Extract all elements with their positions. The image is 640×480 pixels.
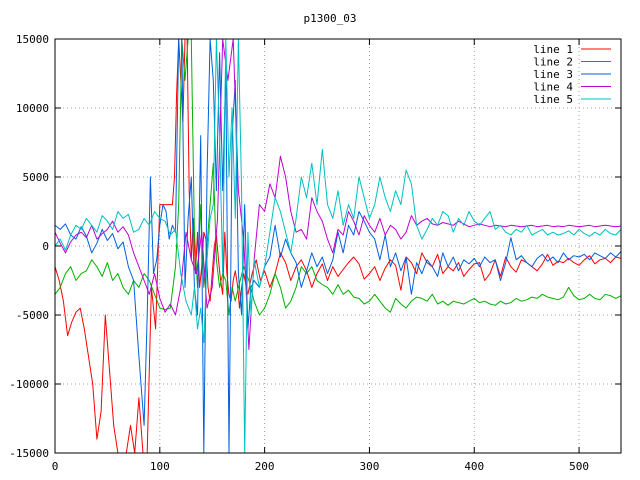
x-tick-label: 200: [255, 460, 275, 473]
x-tick-label: 0: [52, 460, 59, 473]
y-tick-label: 5000: [23, 171, 50, 184]
legend-label: line 4: [533, 81, 573, 94]
y-tick-label: 0: [42, 240, 49, 253]
x-axis: 0 100 200 300 400 500: [52, 39, 589, 473]
series-line-2: [55, 39, 621, 316]
x-tick-label: 100: [150, 460, 170, 473]
y-axis: -15000 -10000 -5000 0 5000 10000 15000: [9, 33, 621, 460]
y-tick-label: -10000: [9, 378, 49, 391]
x-tick-label: 500: [569, 460, 589, 473]
series-line-3: [55, 39, 621, 453]
legend-label: line 1: [533, 43, 573, 56]
series-group: [55, 39, 621, 453]
x-tick-label: 400: [464, 460, 484, 473]
legend-label: line 5: [533, 93, 573, 106]
y-tick-label: -5000: [16, 309, 49, 322]
series-line-5: [55, 39, 621, 453]
grid: [55, 39, 621, 453]
y-tick-label: 10000: [16, 102, 49, 115]
y-tick-label: 15000: [16, 33, 49, 46]
y-tick-label: -15000: [9, 447, 49, 460]
series-line-1: [55, 39, 621, 453]
x-tick-label: 300: [360, 460, 380, 473]
chart-title: p1300_03: [304, 12, 357, 25]
legend-label: line 3: [533, 68, 573, 81]
legend-label: line 2: [533, 56, 573, 69]
